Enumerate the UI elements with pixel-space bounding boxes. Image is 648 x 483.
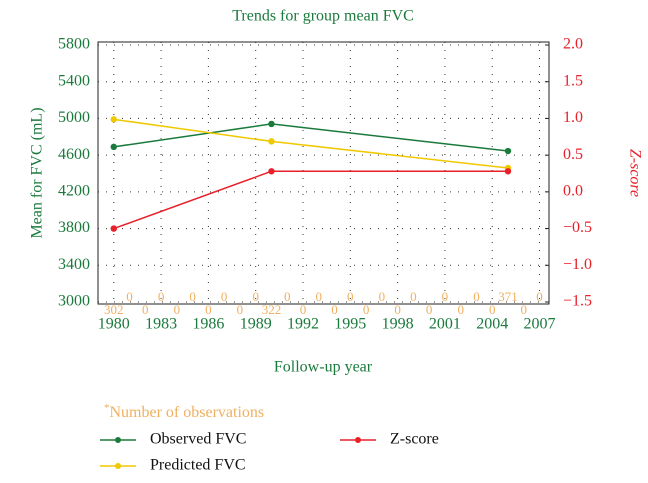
observation-count: 371 — [498, 289, 518, 304]
x-tick-label: 2001 — [429, 316, 461, 333]
y2-tick-label: 0.5 — [563, 146, 583, 163]
observation-count: 0 — [237, 302, 244, 317]
y-tick-label: 3400 — [58, 256, 90, 273]
x-tick-label: 1989 — [240, 316, 272, 333]
observation-count: 0 — [126, 289, 133, 304]
point — [110, 225, 117, 232]
point — [268, 120, 275, 128]
y-tick-label: 5000 — [58, 109, 90, 126]
legend-swatch-dot — [355, 437, 361, 443]
observation-count: 0 — [473, 289, 480, 304]
observation-count: 0 — [189, 289, 196, 304]
observation-count: 322 — [262, 302, 282, 317]
point — [110, 143, 117, 151]
legend: *Number of observations Observed FVC Predi… — [100, 402, 439, 474]
chart-title: Trends for group mean FVC — [232, 8, 414, 25]
y2-tick-label: 2.0 — [563, 36, 583, 53]
observation-count: 0 — [363, 302, 370, 317]
x-tick-label: 1986 — [192, 316, 224, 333]
x-tick-label: 2007 — [524, 316, 556, 333]
legend-note: *Number of observations — [104, 402, 264, 421]
legend-note-text: Number of observations — [110, 404, 265, 421]
legend-label: Predicted FVC — [150, 457, 246, 474]
y2-tick-label: −0.5 — [563, 219, 592, 236]
point — [110, 116, 117, 123]
series-line — [113, 170, 508, 230]
observation-count: 0 — [521, 302, 528, 317]
observation-count: 0 — [331, 302, 338, 317]
observation-count: 0 — [142, 302, 149, 317]
x-tick-label: 2004 — [476, 316, 508, 333]
y2-tick-label: 1.0 — [563, 109, 583, 126]
observation-count: 0 — [221, 289, 228, 304]
y2-tick-label: −1.0 — [563, 256, 592, 273]
observation-count: 0 — [347, 289, 354, 304]
x-tick-label: 1998 — [382, 316, 414, 333]
observation-count: 0 — [252, 289, 259, 304]
observation-count: 0 — [536, 289, 543, 304]
legend-swatch-dot — [115, 437, 121, 443]
y-tick-label: 5400 — [58, 72, 90, 89]
x-tick-label: 1992 — [287, 316, 319, 333]
y-tick-label: 4600 — [58, 146, 90, 163]
observation-count: 0 — [457, 302, 464, 317]
observation-count: 0 — [284, 289, 291, 304]
y-axis-label: Mean for FVC (mL) — [29, 107, 46, 238]
observation-count: 0 — [442, 289, 449, 304]
x-tick-label: 1980 — [98, 316, 130, 333]
observation-count: 0 — [205, 302, 212, 317]
legend-note-marker: * — [104, 402, 110, 414]
y-tick-label: 4200 — [58, 183, 90, 200]
x-tick-label: 1995 — [334, 316, 366, 333]
observation-count: 0 — [489, 302, 496, 317]
observation-count: 0 — [174, 302, 181, 317]
observation-count: 0 — [316, 289, 323, 304]
observation-count: 0 — [300, 302, 307, 317]
y2-tick-label: 1.5 — [563, 72, 583, 89]
y2-axis-label: Z-score — [626, 149, 643, 197]
legend-swatch-dot — [115, 463, 121, 469]
plot-frame — [97, 41, 550, 305]
observation-count: 302 — [104, 302, 124, 317]
point — [268, 168, 275, 175]
y2-tick-label: −1.5 — [563, 293, 592, 310]
observation-count: 0 — [394, 302, 401, 317]
observation-count: 0 — [426, 302, 433, 317]
observation-count: 0 — [158, 289, 165, 304]
point — [504, 147, 512, 155]
y-tick-label: 5800 — [58, 36, 90, 53]
point — [268, 138, 275, 145]
observation-count: 0 — [410, 289, 417, 304]
y2-tick-label: 0.0 — [563, 183, 583, 200]
x-axis-label: Follow-up year — [274, 359, 373, 376]
observation-count: 0 — [379, 289, 386, 304]
point — [504, 168, 512, 175]
y-tick-label: 3800 — [58, 219, 90, 236]
x-tick-label: 1983 — [145, 316, 177, 333]
y-tick-label: 3000 — [58, 293, 90, 310]
legend-label: Z-score — [390, 431, 439, 448]
legend-label: Observed FVC — [150, 431, 246, 448]
